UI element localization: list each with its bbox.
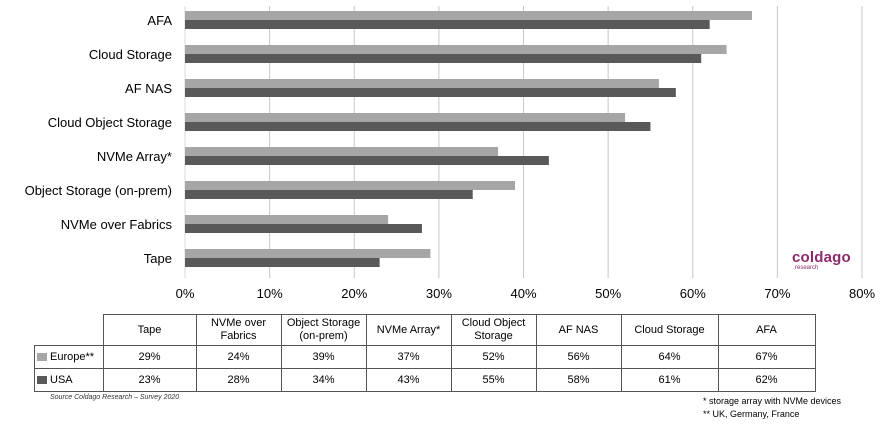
bar-europe <box>185 249 431 258</box>
table-row: USA 23% 28% 34% 43% 55% 58% 61% 62% <box>34 368 816 392</box>
table-cell: 52% <box>450 345 537 369</box>
table-cell: 64% <box>620 345 719 369</box>
table-corner <box>34 314 104 346</box>
bar-europe <box>185 79 659 88</box>
bar-europe <box>185 147 499 156</box>
x-tick-label: 30% <box>426 286 452 301</box>
table-cell: 62% <box>717 368 816 392</box>
series-label: Europe** <box>50 350 95 363</box>
bar-europe <box>185 11 752 20</box>
bar-usa <box>185 224 422 233</box>
table-cell: 24% <box>195 345 282 369</box>
series-label-cell: Europe** <box>34 345 104 369</box>
table-header-cell: NVMe over Fabrics <box>195 314 282 346</box>
x-tick-label: 60% <box>680 286 706 301</box>
table-cell: 37% <box>365 345 452 369</box>
category-label: Cloud Storage <box>89 47 172 62</box>
category-label: Object Storage (on-prem) <box>25 183 172 198</box>
source-note: Source Coldago Research – Survey 2020 <box>50 394 180 401</box>
category-label: Tape <box>144 251 172 266</box>
x-tick-label: 40% <box>510 286 536 301</box>
bar-usa <box>185 190 473 199</box>
table-cell: 43% <box>365 368 452 392</box>
table-header-cell: AF NAS <box>535 314 622 346</box>
x-tick-label: 70% <box>764 286 790 301</box>
table-header-cell: Object Storage (on-prem) <box>280 314 367 346</box>
x-tick-label: 10% <box>257 286 283 301</box>
bar-usa <box>185 122 651 131</box>
coldago-logo-sub: research <box>795 265 819 271</box>
table-cell: 29% <box>102 345 197 369</box>
table-row: Europe** 29% 24% 39% 37% 52% 56% 64% 67% <box>34 345 816 369</box>
table-cell: 39% <box>280 345 367 369</box>
coldago-logo: coldago <box>792 249 851 266</box>
bar-usa <box>185 156 549 165</box>
data-table: Tape NVMe over Fabrics Object Storage (o… <box>34 314 816 392</box>
bar-usa <box>185 54 702 63</box>
x-tick-label: 20% <box>341 286 367 301</box>
bar-europe <box>185 45 727 54</box>
table-header-cell: Tape <box>102 314 197 346</box>
category-label: NVMe Array* <box>97 149 172 164</box>
table-cell: 55% <box>450 368 537 392</box>
table-header-cell: Cloud Storage <box>620 314 719 346</box>
table-cell: 58% <box>535 368 622 392</box>
category-label: AFA <box>147 13 172 28</box>
table-header-cell: AFA <box>717 314 816 346</box>
x-tick-label: 50% <box>595 286 621 301</box>
table-header-cell: NVMe Array* <box>365 314 452 346</box>
table-cell: 34% <box>280 368 367 392</box>
bar-europe <box>185 181 516 190</box>
category-label: NVMe over Fabrics <box>61 217 173 232</box>
footnote-nvme: * storage array with NVMe devices <box>703 396 842 406</box>
x-tick-label: 80% <box>849 286 875 301</box>
bar-europe <box>185 215 389 224</box>
category-label: AF NAS <box>125 81 172 96</box>
category-label: Cloud Object Storage <box>48 115 172 130</box>
legend-swatch-europe <box>37 352 47 361</box>
bar-europe <box>185 113 626 122</box>
legend-swatch-usa <box>37 375 47 384</box>
table-cell: 56% <box>535 345 622 369</box>
series-label: USA <box>50 373 73 386</box>
table-header-row: Tape NVMe over Fabrics Object Storage (o… <box>34 314 816 346</box>
table-cell: 61% <box>620 368 719 392</box>
table-cell: 67% <box>717 345 816 369</box>
footnote-europe: ** UK, Germany, France <box>703 409 800 419</box>
bar-usa <box>185 258 380 267</box>
bar-usa <box>185 88 676 97</box>
bar-usa <box>185 20 710 29</box>
series-label-cell: USA <box>34 368 104 392</box>
footnotes: * storage array with NVMe devices ** UK,… <box>703 395 841 421</box>
bar-chart: 0% 10% 20% 30% 40% 50% 60% 70% 80% AFA Cloud Stora… <box>25 6 875 301</box>
table-cell: 23% <box>102 368 197 392</box>
table-header-cell: Cloud Object Storage <box>450 314 537 346</box>
table-cell: 28% <box>195 368 282 392</box>
x-tick-label: 0% <box>176 286 195 301</box>
